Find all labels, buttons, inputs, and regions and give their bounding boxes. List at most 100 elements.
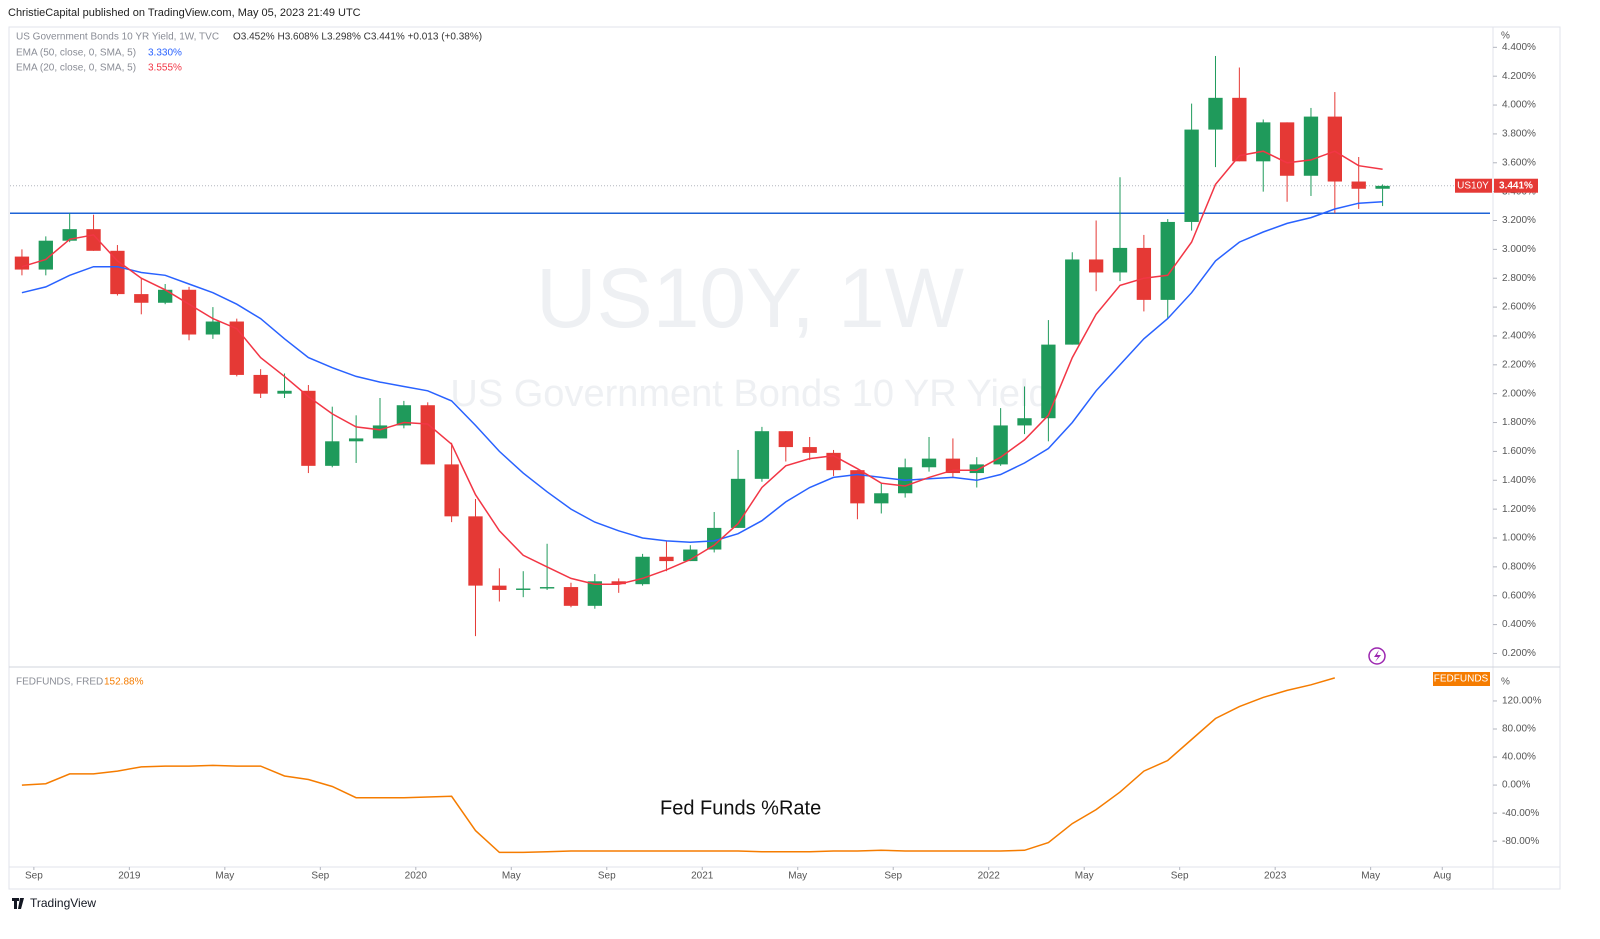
y-tick-label: 1.400% [1502, 475, 1536, 486]
candle-body [325, 441, 340, 466]
candle-body [563, 587, 579, 606]
x-tick-label: 2019 [118, 871, 141, 882]
y-tick-label: 80.00% [1502, 724, 1536, 735]
candle-body [277, 390, 292, 394]
candle-body [850, 470, 865, 504]
indicator-tag [1433, 672, 1490, 686]
candle-body [1232, 97, 1247, 162]
candle-body [1112, 247, 1128, 273]
ohlc-legend: O3.452% H3.608% L3.298% C3.441% +0.013 (… [233, 32, 482, 43]
publish-header: ChristieCapital published on TradingView… [8, 7, 361, 19]
x-tick-label: May [215, 871, 234, 882]
y-tick-label: 120.00% [1502, 696, 1542, 707]
y-tick-label: 3.200% [1502, 215, 1536, 226]
y-tick-label: 0.600% [1502, 590, 1536, 601]
ema-line [21, 150, 1383, 585]
candle-body [539, 587, 555, 589]
y-tick-label: -80.00% [1502, 836, 1539, 847]
candle-body [372, 425, 388, 439]
candle-body [1375, 185, 1390, 189]
candle-body [205, 321, 221, 335]
y-tick-label: 2.600% [1502, 302, 1536, 313]
candle-body [802, 447, 817, 453]
y-tick-label: 0.200% [1502, 648, 1536, 659]
candle-body [1041, 344, 1056, 419]
x-tick-label: Sep [25, 871, 43, 882]
candle-body [468, 516, 483, 586]
candle-body [587, 581, 602, 606]
x-tick-label: May [502, 871, 521, 882]
candle-body [1279, 122, 1295, 176]
x-tick-label: 2023 [1264, 871, 1287, 882]
candle-body [1303, 116, 1319, 176]
legend-value: 3.555% [148, 63, 182, 74]
candle-body [1208, 97, 1223, 130]
candle-body [1017, 418, 1032, 426]
y-tick-label: 2.200% [1502, 359, 1536, 370]
x-tick-label: May [1075, 871, 1094, 882]
candle-body [348, 438, 364, 442]
plot [10, 55, 1490, 854]
watermark-subtitle: US Government Bonds 10 YR Yield [450, 373, 1049, 415]
y-tick-label: 3.600% [1502, 157, 1536, 168]
candle-body [62, 229, 77, 241]
y-tick-label: 1.200% [1502, 504, 1536, 515]
candle-body [778, 431, 793, 448]
y-tick-label: 3.000% [1502, 244, 1536, 255]
x-tick-label: Sep [1171, 871, 1189, 882]
axis-unit: % [1501, 31, 1510, 42]
candle-body [1184, 129, 1199, 222]
x-tick-label: May [1361, 871, 1380, 882]
price-tag-text: 3.441% [1499, 180, 1533, 191]
candle-body [110, 250, 125, 295]
frame [8, 26, 1561, 890]
y-tick-label: 4.200% [1502, 71, 1536, 82]
x-tick-label: 2020 [405, 871, 428, 882]
price-tag [1494, 178, 1538, 193]
symbol-title: US Government Bonds 10 YR Yield, 1W, TVC [16, 32, 219, 43]
x-tick-label: Sep [598, 871, 616, 882]
candle-body [1351, 181, 1366, 189]
candle-body [396, 405, 412, 426]
x-tick-label: Sep [884, 871, 902, 882]
y-tick-label: 4.000% [1502, 100, 1536, 111]
y-tick-label: 0.400% [1502, 619, 1536, 630]
candle-body [1065, 259, 1080, 345]
candle-body [158, 289, 173, 303]
x-tick-label: 2021 [691, 871, 714, 882]
candle-body [611, 581, 626, 585]
candle-body [14, 256, 30, 270]
y-tick-label: 0.800% [1502, 562, 1536, 573]
candle-body [1088, 259, 1104, 273]
y-tick-label: 3.800% [1502, 129, 1536, 140]
price-tag-symbol-text: US10Y [1457, 180, 1489, 191]
x-tick-label: May [788, 871, 807, 882]
x-tick-label: 2022 [978, 871, 1001, 882]
candle-body [683, 549, 698, 562]
fedfunds-line [21, 677, 1336, 854]
price-tag-symbol [1455, 178, 1492, 193]
y-tick-label: -40.00% [1502, 808, 1539, 819]
y-tick-label: 0.00% [1502, 780, 1530, 791]
candle-body [921, 458, 937, 468]
candle-body [659, 556, 674, 562]
candle-body [874, 493, 889, 504]
candle-body [1327, 116, 1342, 182]
candle-body [444, 464, 459, 517]
candle-body [492, 585, 507, 590]
candle-body [86, 229, 101, 251]
legend-value: 3.330% [148, 48, 182, 59]
candle-body [229, 321, 244, 375]
candle-body [945, 458, 961, 474]
candle-body [38, 240, 53, 270]
candle-body [301, 390, 316, 466]
y-tick-label: 40.00% [1502, 752, 1536, 763]
indicator-value: 152.88% [104, 677, 144, 688]
annotation: Fed Funds %Rate [660, 797, 821, 819]
y-tick-label: 1.000% [1502, 533, 1536, 544]
candle-body [253, 374, 268, 394]
candle-body [134, 294, 149, 303]
legend-name: EMA (20, close, 0, SMA, 5) [16, 63, 136, 74]
event-icon[interactable] [1368, 647, 1386, 665]
